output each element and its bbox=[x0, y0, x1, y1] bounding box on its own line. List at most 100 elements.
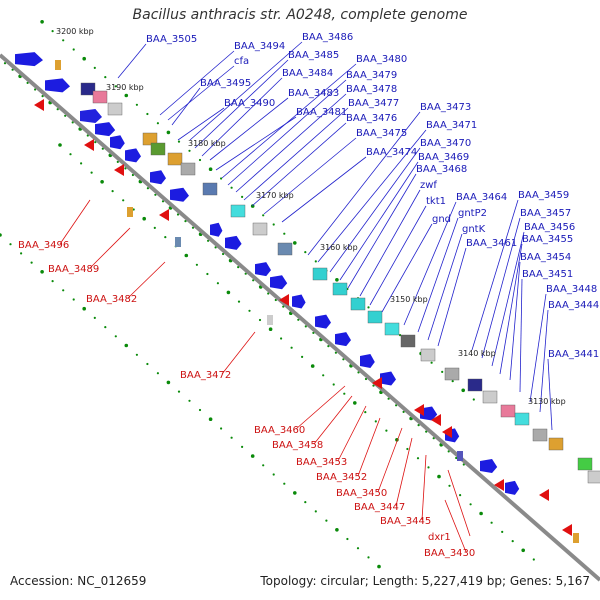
gene-block bbox=[252, 222, 268, 236]
gene-label-forward: BAA_3461 bbox=[466, 238, 517, 249]
tick-dot bbox=[222, 252, 225, 256]
gene-block bbox=[277, 242, 293, 256]
gene-label-forward: BAA_3479 bbox=[346, 70, 397, 81]
tick-dot bbox=[364, 411, 367, 414]
gene-block bbox=[420, 348, 436, 362]
gene-label-forward: gntP2 bbox=[458, 208, 487, 219]
tick-dot bbox=[367, 556, 370, 559]
tick-dot bbox=[335, 528, 339, 532]
gene-block bbox=[532, 428, 548, 442]
tick-dot bbox=[448, 484, 451, 487]
tick-dot bbox=[62, 289, 65, 292]
tick-dot bbox=[301, 355, 304, 358]
tick-dot bbox=[521, 548, 525, 553]
tick-dot bbox=[176, 213, 180, 216]
reverse-gene-block bbox=[267, 315, 273, 325]
tick-dot bbox=[72, 48, 75, 51]
gene-label-reverse: BAA_3452 bbox=[316, 472, 367, 483]
tick-dot bbox=[188, 399, 191, 402]
tick-dot bbox=[146, 362, 149, 366]
tick-dot bbox=[293, 241, 297, 245]
leader-line bbox=[227, 79, 347, 186]
forward-gene-arrow bbox=[125, 148, 141, 163]
gene-block bbox=[367, 310, 383, 324]
gene-label-forward: BAA_3485 bbox=[288, 50, 339, 61]
leader-line bbox=[471, 199, 519, 351]
tick-dot bbox=[532, 558, 535, 561]
tick-dot bbox=[82, 306, 86, 311]
tick-dot bbox=[116, 160, 119, 163]
gene-label-reverse: BAA_3489 bbox=[48, 264, 99, 275]
leader-line bbox=[221, 63, 357, 179]
gene-label-forward: BAA_3505 bbox=[146, 34, 197, 45]
leader-line bbox=[313, 395, 353, 445]
tick-dot bbox=[124, 343, 129, 348]
tick-dot bbox=[430, 361, 433, 364]
gene-label-reverse: BAA_3447 bbox=[354, 502, 405, 513]
forward-gene-arrow bbox=[210, 222, 223, 237]
tick-dot bbox=[156, 372, 159, 375]
gene-label-reverse: dxr1 bbox=[428, 532, 451, 543]
tick-dot bbox=[114, 335, 117, 338]
gene-block bbox=[230, 204, 246, 218]
gene-label-forward: BAA_3495 bbox=[200, 78, 251, 89]
tick-dot bbox=[214, 246, 217, 249]
gene-label-forward: BAA_3478 bbox=[346, 84, 397, 95]
tick-dot bbox=[93, 316, 96, 319]
gene-label-forward: BAA_3448 bbox=[546, 284, 597, 295]
tick-dot bbox=[156, 122, 159, 125]
gene-label-reverse: BAA_3472 bbox=[180, 370, 231, 381]
label-leader-lines bbox=[59, 41, 553, 553]
gene-label-forward: BAA_3475 bbox=[356, 128, 407, 139]
leader-line bbox=[347, 173, 417, 289]
forward-gene-arrow bbox=[270, 275, 288, 290]
leader-line bbox=[243, 107, 349, 201]
leader-line bbox=[307, 111, 421, 256]
leader-line bbox=[295, 385, 346, 430]
gene-block bbox=[107, 102, 123, 116]
tick-dot bbox=[283, 482, 286, 485]
tick-dot bbox=[195, 263, 198, 266]
scale-tick-label: 3180 kbp bbox=[188, 139, 226, 148]
forward-gene-arrow bbox=[315, 314, 331, 329]
gene-label-forward: BAA_3457 bbox=[520, 208, 571, 219]
tick-dot bbox=[490, 521, 493, 524]
tick-dot bbox=[250, 204, 255, 208]
tick-dot bbox=[241, 445, 244, 448]
tick-dot bbox=[374, 420, 377, 423]
leader-line bbox=[127, 261, 166, 299]
gene-label-forward: gntK bbox=[462, 224, 486, 235]
tick-dot bbox=[216, 282, 219, 285]
tick-dot bbox=[177, 140, 181, 143]
tick-dot bbox=[142, 216, 146, 221]
gene-label-forward: BAA_3451 bbox=[522, 269, 573, 280]
tick-dot bbox=[56, 108, 59, 111]
forward-gene-arrow bbox=[380, 371, 396, 386]
gene-features bbox=[15, 52, 600, 543]
leader-line bbox=[499, 243, 523, 375]
tick-dot bbox=[100, 180, 104, 184]
tick-dot bbox=[399, 334, 402, 337]
leader-line bbox=[159, 50, 235, 116]
tick-dot bbox=[272, 223, 275, 226]
gene-block bbox=[444, 367, 460, 381]
gene-label-forward: BAA_3455 bbox=[522, 234, 573, 245]
tick-dot bbox=[104, 76, 107, 79]
leader-line bbox=[215, 116, 297, 171]
tick-dot bbox=[357, 371, 360, 374]
reverse-gene-arrow bbox=[84, 139, 94, 151]
gene-label-forward: tkt1 bbox=[426, 196, 446, 207]
tick-dot bbox=[198, 408, 202, 412]
tick-dot bbox=[166, 380, 171, 385]
tick-dot bbox=[104, 326, 107, 329]
gene-block bbox=[400, 334, 416, 348]
tick-dot bbox=[459, 494, 462, 497]
gene-label-forward: BAA_3454 bbox=[520, 252, 571, 263]
tick-dot bbox=[72, 298, 75, 301]
tick-dot bbox=[51, 280, 54, 283]
tick-dot bbox=[164, 236, 167, 239]
tick-dot bbox=[432, 437, 435, 440]
gene-label-reverse: BAA_3450 bbox=[336, 488, 387, 499]
tick-dot bbox=[80, 162, 83, 165]
tick-dot bbox=[220, 427, 223, 430]
